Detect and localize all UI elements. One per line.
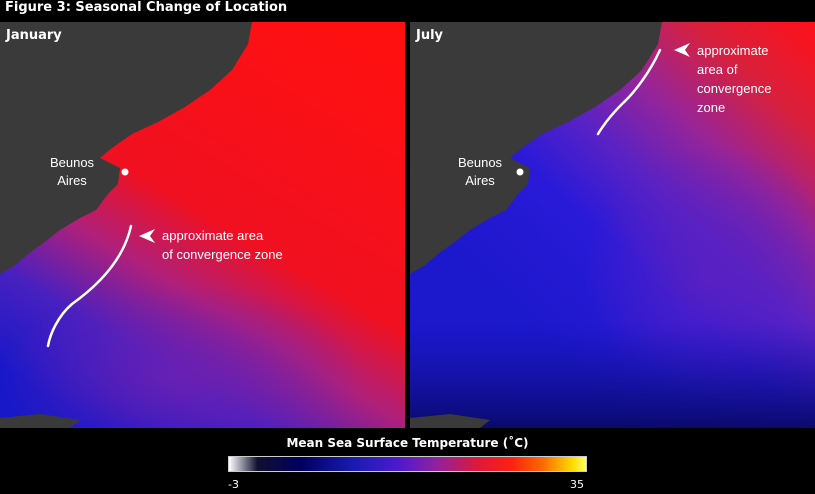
city-line-2: Aires: [465, 173, 495, 188]
july-label: July: [416, 28, 444, 43]
july-land-south: [410, 414, 490, 428]
july-map-panel: July Beunos Aires approximate area of co…: [410, 22, 815, 428]
january-annotation: approximate area of convergence zone: [162, 226, 283, 264]
july-land: [410, 22, 662, 274]
july-map: [410, 22, 815, 428]
annotation-line-2: area of: [697, 62, 738, 77]
annotation-line-1: approximate area: [162, 228, 264, 243]
beunos-aires-marker: [121, 168, 129, 176]
july-deep-cold: [410, 322, 815, 428]
city-line-1: Beunos: [457, 155, 503, 170]
january-convergence-line: [46, 224, 133, 348]
annotation-line-1: approximate: [697, 43, 769, 58]
colorbar-min-label: -3: [228, 478, 239, 491]
beunos-aires-marker: [516, 168, 524, 176]
january-cold-tongue: [0, 222, 405, 428]
july-annotation-arrow: [674, 43, 690, 57]
january-annotation-arrow: [139, 229, 155, 243]
july-convergence-line: [596, 48, 662, 136]
january-map: [0, 22, 405, 428]
january-label: January: [6, 28, 62, 43]
figure-title: Figure 3: Seasonal Change of Location: [5, 0, 288, 15]
city-line-2: Aires: [57, 173, 87, 188]
annotation-line-3: convergence: [697, 81, 772, 96]
city-line-1: Beunos: [49, 155, 95, 170]
colorbar-max-label: 35: [570, 478, 584, 491]
january-land: [0, 22, 252, 274]
january-map-panel: January Beunos Aires approximate area of…: [0, 22, 405, 428]
annotation-line-4: zone: [697, 100, 726, 115]
july-annotation: approximate area of convergence zone: [697, 41, 771, 117]
july-city-label: Beunos Aires: [450, 154, 510, 190]
january-city-label: Beunos Aires: [40, 154, 104, 190]
january-land-south: [0, 414, 80, 428]
legend-title: Mean Sea Surface Temperature (˚C): [286, 436, 529, 450]
annotation-line-2: of convergence zone: [162, 247, 283, 262]
temperature-colorbar: [228, 456, 587, 472]
